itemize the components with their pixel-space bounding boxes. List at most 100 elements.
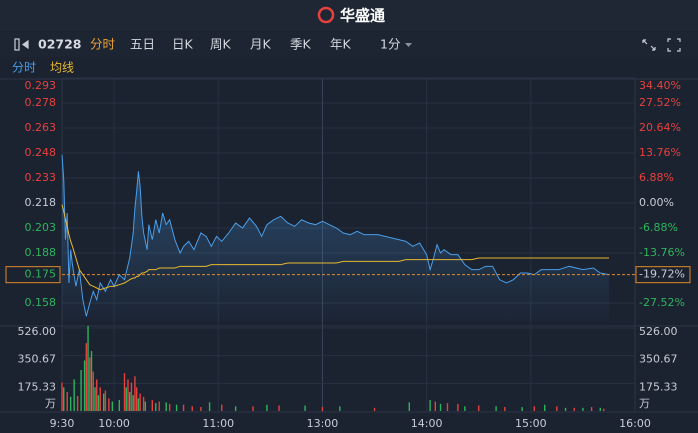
y-tick-label: 0.188	[25, 246, 57, 259]
y2-tick-label: 526.00	[639, 325, 678, 338]
volume-bar	[96, 379, 98, 411]
y2-tick-label: 20.64%	[639, 121, 681, 134]
y2-tick-label: 27.52%	[639, 96, 681, 109]
y-tick-label: 0.278	[25, 96, 57, 109]
volume-bar	[99, 387, 101, 411]
volume-bar	[544, 404, 546, 411]
dropdown-arrow[interactable]	[405, 43, 412, 47]
volume-bar	[123, 373, 126, 411]
volume-bar	[165, 402, 167, 411]
panel-toggle[interactable]	[14, 38, 29, 51]
volume-bar	[446, 403, 449, 411]
volume-bar	[130, 382, 133, 411]
brand-logo	[317, 6, 335, 24]
y2-tick-label: 6.88%	[639, 171, 674, 184]
volume-bar	[132, 395, 134, 411]
volume-bar	[175, 404, 178, 411]
volume-bar	[521, 407, 523, 411]
volume-bar	[221, 404, 223, 411]
volume-bar	[464, 406, 466, 411]
y2-tick-label: 350.67	[639, 353, 678, 366]
title-bar	[0, 0, 698, 31]
volume-bar	[139, 393, 141, 411]
y2-tick-label: -6.88%	[639, 221, 678, 234]
volume-bar	[495, 406, 497, 411]
tab[interactable]: 年K	[330, 37, 352, 52]
volume-bar	[63, 387, 65, 411]
y2-tick-label: -27.52%	[639, 296, 685, 309]
volume-bar	[478, 405, 480, 411]
tab[interactable]: 分时	[90, 37, 116, 52]
volume-bar	[118, 399, 120, 411]
x-tick-label: 15:00	[515, 417, 547, 430]
volume-bar	[90, 351, 93, 411]
tab[interactable]: 日K	[172, 37, 194, 52]
volume-bar	[590, 407, 593, 411]
volume-bar	[134, 376, 136, 411]
interval-select[interactable]: 1分	[380, 37, 400, 52]
y2-tick-label: 34.40%	[639, 79, 681, 92]
volume-bar	[127, 379, 129, 411]
volume-bar	[373, 407, 376, 411]
tab[interactable]: 月K	[250, 37, 272, 52]
volume-bar	[137, 398, 140, 411]
y-tick-label: 0.263	[25, 121, 57, 134]
fullscreen-icon[interactable]	[667, 38, 681, 52]
volume-bar	[76, 396, 79, 411]
tab[interactable]: 周K	[210, 37, 232, 52]
x-tick-label: 14:00	[411, 417, 443, 430]
volume-bar	[582, 407, 584, 411]
legend-entry: 均线	[50, 61, 74, 75]
legend-entry: 分时	[12, 61, 36, 75]
volume-bar	[191, 406, 193, 411]
current-price: 0.175	[25, 268, 57, 281]
volume-bar	[556, 406, 558, 411]
volume-bar	[200, 407, 202, 411]
volume-bar	[66, 392, 68, 411]
volume-bar	[457, 403, 459, 411]
unit-label: 万	[639, 397, 650, 410]
volume-bar	[61, 382, 63, 411]
y-tick-label: 0.233	[25, 171, 57, 184]
volume-bar	[102, 393, 105, 411]
volume-bar	[92, 371, 94, 411]
volume-bar	[69, 396, 72, 411]
volume-bar	[429, 399, 431, 411]
volume-bar	[321, 407, 324, 411]
y2-tick-label: 175.33	[639, 380, 678, 393]
volume-bar	[83, 360, 86, 411]
volume-bar	[104, 390, 107, 411]
toolbar	[0, 32, 698, 57]
volume-bar	[73, 379, 75, 411]
volume-bar	[339, 406, 341, 411]
volume-bar	[125, 387, 127, 411]
volume-bar	[278, 405, 280, 411]
area-fill	[62, 154, 609, 322]
stock-code: 02728	[38, 37, 82, 52]
volume-bar	[111, 401, 114, 411]
volume-bar	[266, 404, 268, 411]
y2-tick-label: 13.76%	[639, 146, 681, 159]
tab[interactable]: 五日	[130, 37, 155, 52]
volume-bar	[168, 403, 171, 411]
volume-bar	[89, 357, 91, 411]
volume-bar	[599, 407, 601, 411]
expand-icon[interactable]	[642, 39, 656, 51]
y-tick-label: 350.67	[18, 353, 57, 366]
volume-bar	[533, 406, 535, 411]
volume-bar	[80, 369, 82, 411]
volume-bar	[182, 404, 185, 411]
volume-bar	[439, 403, 442, 411]
volume-bar	[108, 398, 110, 411]
volume-bar	[208, 402, 211, 411]
y-tick-label: 0.158	[25, 296, 57, 309]
price-line	[61, 154, 610, 317]
tab[interactable]: 季K	[290, 37, 312, 52]
current-change: -19.72%	[639, 268, 685, 281]
current-change-box	[635, 266, 691, 284]
volume-bar	[304, 405, 306, 411]
y-tick-label: 0.218	[25, 196, 57, 209]
x-tick-label: 16:00	[619, 417, 651, 430]
